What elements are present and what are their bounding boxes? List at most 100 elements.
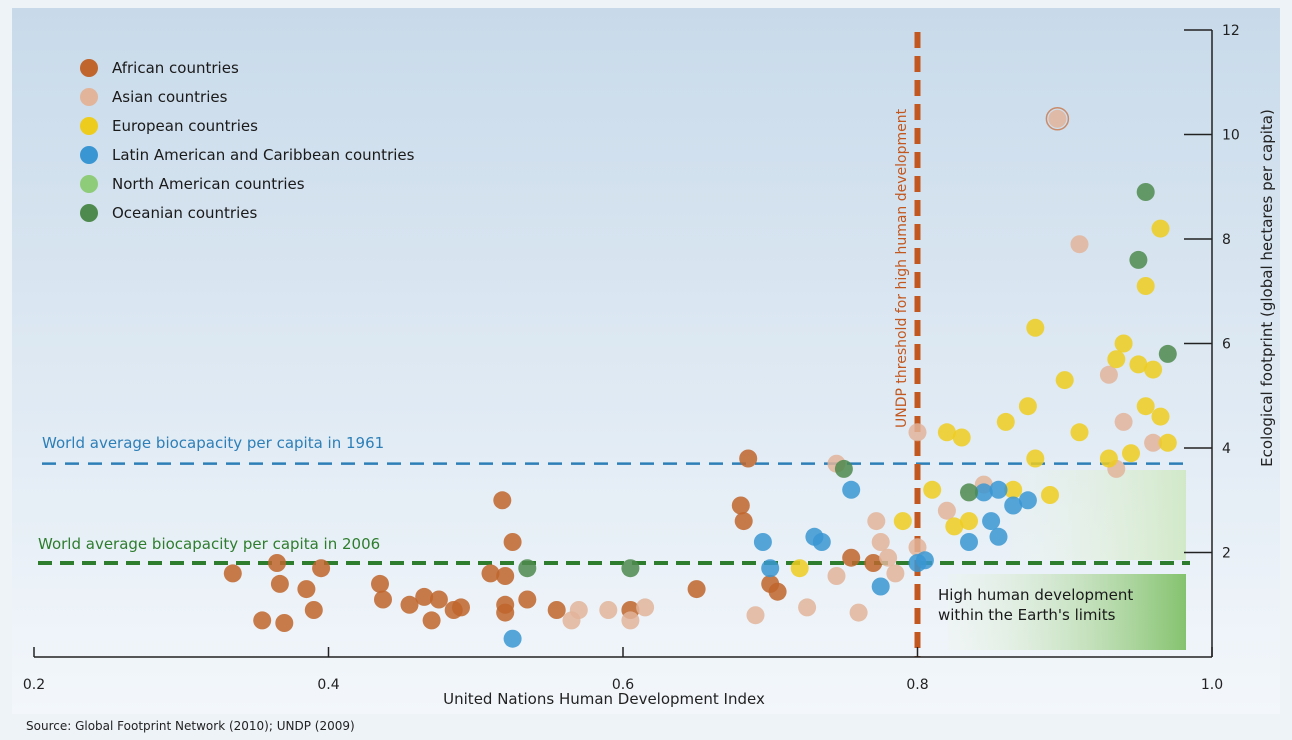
data-point-series-1: [1114, 412, 1133, 431]
data-point-series-3: [503, 629, 522, 648]
data-point-series-1: [867, 512, 886, 531]
data-point-series-1: [827, 567, 846, 585]
data-point-series-3: [1018, 491, 1037, 510]
legend-swatch: [80, 175, 98, 193]
data-point-series-2: [1122, 444, 1140, 463]
data-point-series-3: [915, 551, 934, 570]
legend-swatch: [80, 204, 98, 222]
data-point-series-0: [739, 449, 758, 468]
x-tick-label: 0.6: [612, 677, 634, 693]
data-point-series-0: [429, 590, 448, 609]
undp-threshold-label: UNDP threshold for high human developmen…: [894, 108, 910, 428]
data-point-series-3: [812, 533, 831, 551]
data-point-series-1: [621, 611, 640, 630]
data-point-series-2: [1099, 449, 1118, 468]
data-point-series-2: [960, 512, 978, 531]
data-point-series-2: [893, 512, 912, 531]
data-point-series-0: [547, 601, 566, 619]
data-point-series-1: [1099, 365, 1118, 384]
data-point-series-0: [374, 590, 392, 609]
x-tick-label: 0.8: [906, 677, 928, 693]
data-point-series-1: [636, 598, 655, 617]
data-point-series-3: [989, 527, 1008, 546]
data-point-series-5: [960, 483, 978, 502]
data-point-series-0: [223, 564, 242, 583]
legend-swatch: [80, 146, 98, 164]
data-point-series-1: [849, 603, 868, 622]
legend-swatch: [80, 88, 98, 106]
data-point-series-2: [945, 517, 964, 536]
data-point-series-3: [989, 480, 1008, 499]
data-point-series-3: [974, 483, 993, 502]
data-point-series-2: [1070, 423, 1089, 442]
data-point-series-0: [371, 574, 389, 593]
data-point-series-2: [1004, 480, 1023, 499]
data-point-series-2: [1136, 397, 1155, 416]
data-point-series-1: [746, 606, 765, 625]
data-point-series-2: [1151, 407, 1170, 426]
data-point-series-1: [871, 533, 890, 551]
data-point-series-1: [886, 564, 905, 583]
y-tick-label: 4: [1222, 441, 1231, 457]
data-point-series-2: [1151, 219, 1170, 238]
data-point-series-3: [871, 577, 890, 596]
data-point-series-2: [937, 423, 956, 442]
data-point-series-2: [1158, 433, 1177, 452]
y-tick-label: 6: [1222, 337, 1231, 353]
y-tick-label: 2: [1222, 546, 1231, 562]
data-point-series-5: [518, 559, 537, 578]
data-point-series-0: [481, 564, 500, 583]
data-point-series-5: [1129, 250, 1148, 269]
data-point-series-0: [731, 496, 750, 515]
data-point-series-2: [996, 412, 1015, 431]
data-point-series-0: [493, 491, 512, 510]
data-point-series-5: [834, 459, 853, 478]
data-point-series-0: [312, 559, 331, 578]
data-point-series-2: [1129, 355, 1148, 374]
data-point-series-0: [415, 587, 434, 606]
data-point-series-3: [1004, 496, 1023, 515]
x-tick-label: 1.0: [1201, 677, 1223, 693]
data-point-series-0: [304, 601, 323, 619]
data-point-series-1: [599, 601, 618, 619]
data-point-series-0: [496, 567, 515, 585]
data-point-series-1: [879, 548, 898, 567]
data-point-series-1: [569, 601, 588, 619]
outlier-ring: [1045, 107, 1070, 131]
data-point-series-1: [1048, 109, 1067, 128]
x-axis-label: United Nations Human Development Index: [443, 690, 765, 708]
data-point-series-2: [1018, 397, 1037, 416]
data-point-series-5: [1136, 183, 1155, 201]
legend-label: European countries: [112, 117, 258, 135]
data-point-series-3: [982, 512, 1001, 531]
data-point-series-2: [1144, 360, 1163, 379]
y-axis-ticks: 2 4 6 8 10 12: [1184, 23, 1240, 562]
data-point-series-2: [1107, 350, 1126, 369]
data-point-series-2: [1026, 318, 1045, 337]
y-axis-label: Ecological footprint (global hectares pe…: [1258, 109, 1276, 467]
data-point-series-2: [1026, 449, 1045, 468]
data-point-series-3: [842, 480, 861, 499]
x-axis-ticks: 0.2 0.4 0.6 0.8 1.0: [23, 647, 1223, 693]
data-point-series-2: [1114, 334, 1133, 353]
zone-label-line2: within the Earth's limits: [938, 606, 1116, 624]
data-point-series-1: [1144, 433, 1163, 452]
legend-swatch: [80, 59, 98, 77]
legend-swatch: [80, 117, 98, 135]
scatter-points: [223, 107, 1177, 648]
data-point-series-2: [1041, 486, 1059, 504]
data-point-series-3: [960, 533, 978, 551]
x-tick-label: 0.4: [317, 677, 339, 693]
data-point-series-2: [790, 559, 809, 578]
data-point-series-2: [1055, 371, 1074, 390]
y-tick-label: 10: [1222, 128, 1240, 144]
data-point-series-0: [687, 580, 706, 599]
data-point-series-0: [422, 611, 441, 630]
data-point-series-0: [297, 580, 316, 599]
data-point-series-0: [452, 598, 470, 617]
data-point-series-0: [496, 603, 515, 622]
source-note: Source: Global Footprint Network (2010);…: [26, 719, 355, 733]
biocapacity-2006-label: World average biocapacity per capita in …: [38, 535, 380, 553]
data-point-series-1: [798, 598, 817, 617]
